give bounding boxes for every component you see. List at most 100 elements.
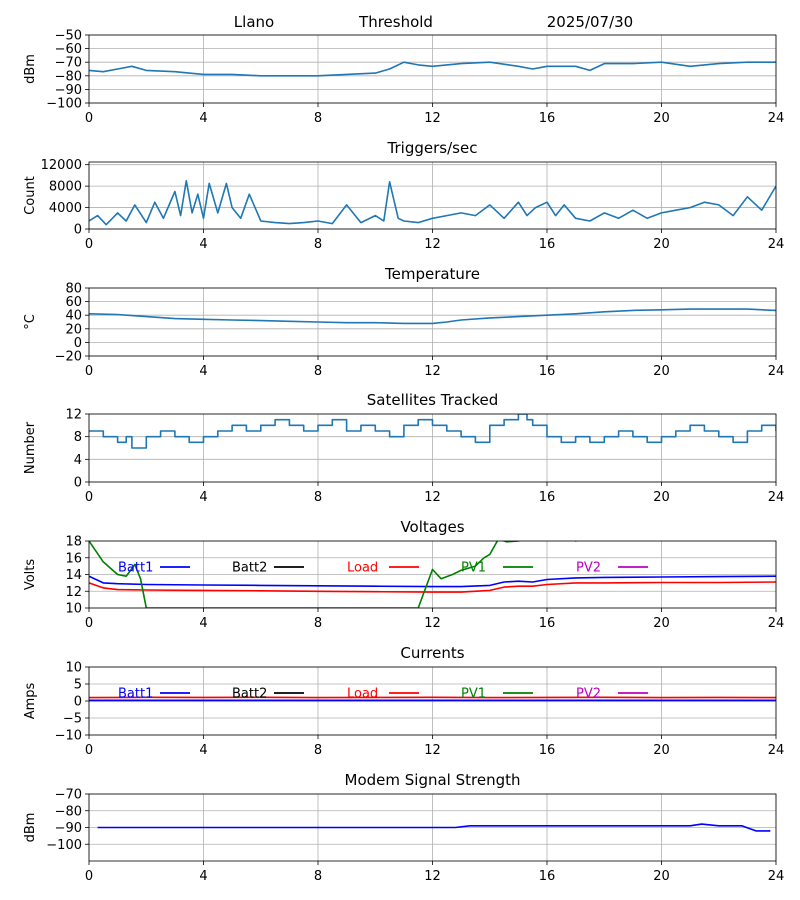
- y-tick-label: 0: [74, 476, 82, 491]
- x-tick-label: 0: [85, 364, 93, 379]
- x-tick-label: 20: [653, 616, 670, 631]
- x-tick-label: 20: [653, 364, 670, 379]
- x-tick-label: 24: [768, 743, 785, 758]
- legend-label-load: Load: [347, 561, 378, 576]
- y-tick-label: −100: [46, 97, 82, 112]
- site-name: Llano: [234, 13, 274, 31]
- chart-title: Triggers/sec: [387, 139, 478, 157]
- x-tick-label: 4: [199, 616, 207, 631]
- y-tick-label: 16: [65, 551, 82, 566]
- y-axis-label: Count: [23, 176, 38, 215]
- series-group: [89, 541, 776, 608]
- x-tick-label: 0: [85, 869, 93, 884]
- y-tick-label: 18: [65, 535, 82, 550]
- y-tick-label: 0: [74, 695, 82, 710]
- series-group: [89, 180, 776, 226]
- x-tick-label: 16: [539, 743, 556, 758]
- x-tick-label: 24: [768, 237, 785, 252]
- x-tick-label: 24: [768, 364, 785, 379]
- x-tick-label: 0: [85, 237, 93, 252]
- series-group: [89, 696, 776, 702]
- y-tick-label: 12000: [41, 158, 82, 173]
- chart-panel-currents: 0 4 8 12 16 20 24 −10 −5 0 5 10 Currents Amps Batt1 Bat…: [23, 644, 784, 758]
- chart-panel-satellites: 0 4 8 12 16 20 24 0 4 8 12 Satellites Tracked Number: [23, 391, 784, 505]
- chart-title: Satellites Tracked: [367, 391, 498, 409]
- legend-label-pv1: PV1: [461, 687, 486, 702]
- y-axis-label: Amps: [23, 682, 38, 719]
- chart-title: Temperature: [384, 265, 480, 283]
- x-tick-label: 16: [539, 111, 556, 126]
- y-tick-label: 8: [74, 430, 82, 445]
- y-axis-label: dBm: [23, 54, 38, 84]
- x-tick-label: 20: [653, 490, 670, 505]
- x-tick-label: 24: [768, 869, 785, 884]
- y-axis-label: Number: [23, 421, 38, 474]
- x-tick-label: 12: [424, 364, 441, 379]
- x-tick-label: 16: [539, 869, 556, 884]
- x-tick-label: 8: [314, 111, 322, 126]
- chart-panel-triggers: 0 4 8 12 16 20 24 0 4000 8000 12000 Triggers/sec Cou…: [23, 139, 784, 252]
- y-tick-label: −80: [55, 69, 82, 84]
- satellites-series-line: [89, 414, 776, 449]
- chart-title: Voltages: [400, 518, 464, 536]
- y-tick-label: 10: [65, 661, 82, 676]
- modem-series-line: [97, 823, 771, 832]
- x-tick-label: 16: [539, 364, 556, 379]
- x-tick-label: 4: [199, 364, 207, 379]
- chart-title: Modem Signal Strength: [345, 771, 521, 789]
- y-tick-label: 0: [74, 336, 82, 351]
- x-tick-label: 0: [85, 743, 93, 758]
- x-tick-label: 4: [199, 869, 207, 884]
- y-tick-label: −90: [55, 83, 82, 98]
- y-axis-label: °C: [23, 314, 38, 330]
- y-tick-label: 4: [74, 453, 82, 468]
- triggers-series-line: [89, 180, 776, 226]
- series-group: [97, 823, 771, 832]
- x-tick-label: 0: [85, 616, 93, 631]
- y-tick-label: −100: [46, 838, 82, 853]
- pv1-series-line: [89, 541, 579, 608]
- x-tick-label: 16: [539, 616, 556, 631]
- series-group: [89, 414, 776, 449]
- x-tick-label: 4: [199, 490, 207, 505]
- y-tick-label: 10: [65, 602, 82, 617]
- legend-label-pv1: PV1: [461, 561, 486, 576]
- y-tick-label: −50: [55, 29, 82, 44]
- y-tick-label: −10: [55, 729, 82, 744]
- x-tick-label: 8: [314, 616, 322, 631]
- figure-header: Llano Threshold 2025/07/30: [234, 13, 633, 31]
- x-tick-label: 20: [653, 743, 670, 758]
- legend-label-batt2: Batt2: [232, 687, 267, 702]
- y-tick-label: −70: [55, 788, 82, 803]
- report-date: 2025/07/30: [547, 13, 633, 31]
- x-tick-label: 4: [199, 237, 207, 252]
- y-tick-label: 14: [65, 568, 82, 583]
- y-tick-label: −70: [55, 56, 82, 71]
- legend-label-batt1: Batt1: [118, 561, 153, 576]
- chart-title: Currents: [400, 644, 464, 662]
- legend-label-batt1: Batt1: [118, 687, 153, 702]
- x-tick-label: 4: [199, 743, 207, 758]
- x-tick-label: 24: [768, 111, 785, 126]
- x-tick-label: 24: [768, 490, 785, 505]
- x-tick-label: 0: [85, 490, 93, 505]
- chart-panel-threshold: 0 4 8 12 16 20 24 −100−90−80−70−60−50 dBm: [23, 29, 784, 127]
- legend-label-pv2: PV2: [576, 687, 601, 702]
- y-tick-label: 60: [65, 295, 82, 310]
- x-tick-label: 12: [424, 237, 441, 252]
- y-tick-label: −90: [55, 821, 82, 836]
- x-tick-label: 20: [653, 869, 670, 884]
- y-tick-label: −5: [63, 712, 82, 727]
- x-tick-label: 4: [199, 111, 207, 126]
- y-axis-label: dBm: [23, 813, 38, 843]
- x-tick-label: 20: [653, 237, 670, 252]
- x-tick-label: 8: [314, 364, 322, 379]
- legend-label-load: Load: [347, 687, 378, 702]
- series-group: [89, 61, 776, 77]
- x-tick-label: 8: [314, 743, 322, 758]
- x-tick-label: 8: [314, 869, 322, 884]
